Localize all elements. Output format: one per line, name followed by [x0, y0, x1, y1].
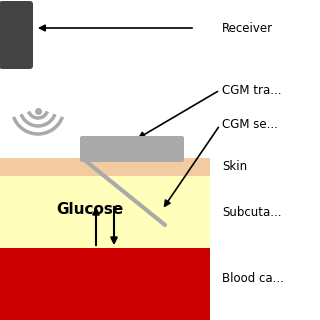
Text: Glucose: Glucose — [46, 277, 114, 292]
FancyBboxPatch shape — [80, 136, 184, 162]
Bar — [0, 158, 210, 176]
Text: CGM se...: CGM se... — [222, 118, 278, 132]
Bar — [0, 176, 210, 248]
Text: Glucose: Glucose — [56, 203, 124, 218]
FancyBboxPatch shape — [0, 1, 33, 69]
Text: Subcuta...: Subcuta... — [222, 205, 282, 219]
Text: Blood ca...: Blood ca... — [222, 271, 284, 284]
Text: CGM tra...: CGM tra... — [222, 84, 282, 97]
Text: Receiver: Receiver — [222, 21, 273, 35]
Text: Skin: Skin — [222, 161, 247, 173]
Bar — [0, 248, 210, 320]
